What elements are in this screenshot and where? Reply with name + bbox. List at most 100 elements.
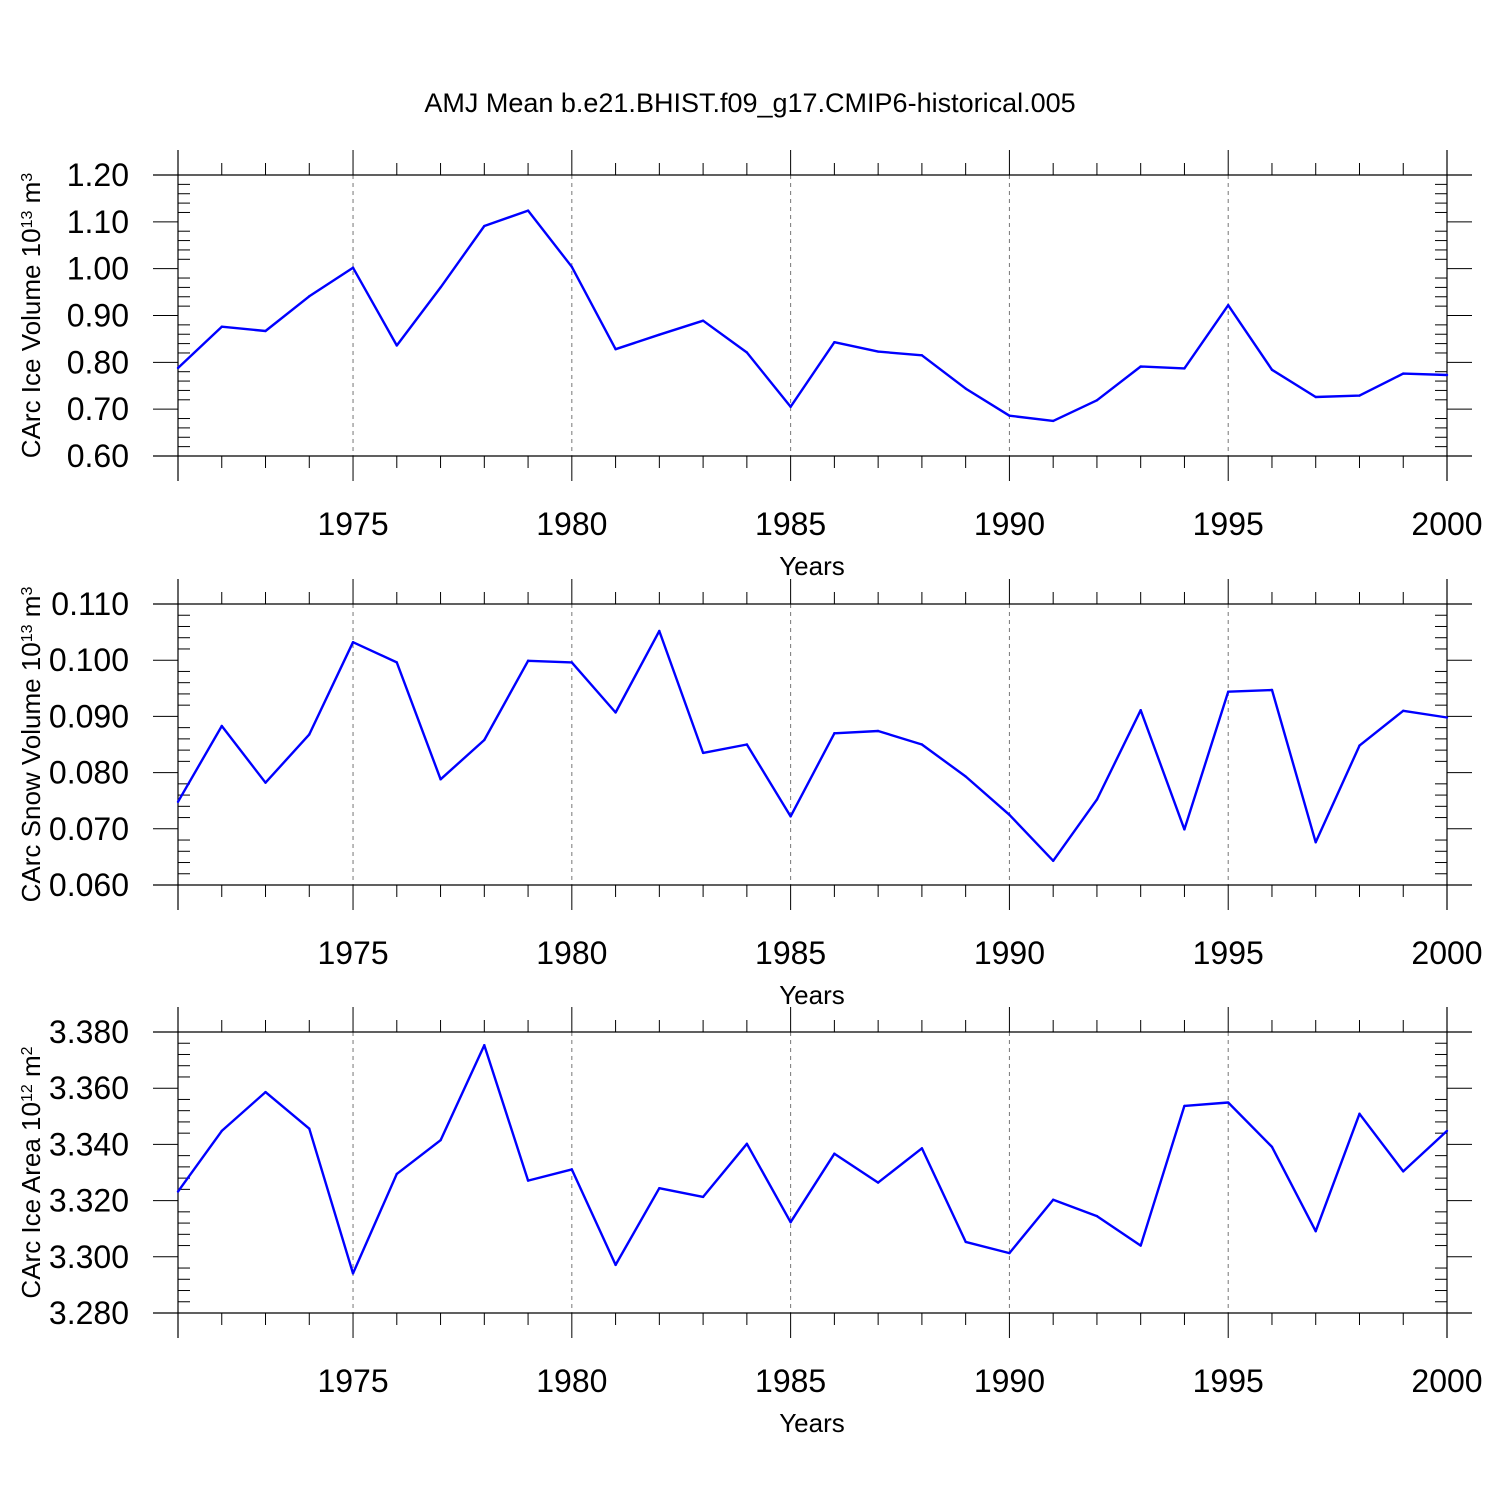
- axis-label-y-text: CArc Ice Area 10: [16, 1102, 46, 1299]
- data-point: [1095, 798, 1099, 801]
- data-point: [745, 743, 749, 746]
- tick-label-y: 3.280: [49, 1295, 129, 1331]
- data-point: [176, 1190, 180, 1193]
- tick-label-y: 3.380: [49, 1014, 129, 1050]
- data-point: [833, 1152, 836, 1155]
- data-point: [1270, 368, 1274, 372]
- data-point: [220, 724, 223, 728]
- data-point: [220, 325, 223, 328]
- data-point: [920, 354, 924, 357]
- tick-label-x: 1995: [1193, 935, 1264, 971]
- axis-label-y-superscript: 13: [19, 624, 36, 642]
- data-point: [1183, 828, 1186, 831]
- data-point: [789, 405, 792, 409]
- axis-label-y: CArc Snow Volume 1013 m3: [16, 587, 46, 903]
- data-point: [1358, 394, 1361, 397]
- data-point: [1445, 373, 1449, 377]
- data-point: [1314, 841, 1317, 844]
- tick-label-y: 1.00: [67, 251, 129, 287]
- data-point: [1008, 1251, 1011, 1255]
- data-point: [614, 711, 617, 714]
- axis-label-y-text: m: [16, 596, 46, 625]
- figure-title: AMJ Mean b.e21.BHIST.f09_g17.CMIP6-histo…: [424, 88, 1075, 118]
- tick-label-y: 3.340: [49, 1126, 129, 1162]
- tick-label-y: 3.360: [49, 1070, 129, 1106]
- axis-label-y-text: m: [16, 1055, 46, 1084]
- data-point: [1139, 709, 1142, 712]
- data-point: [526, 659, 530, 662]
- tick-label-y: 0.110: [51, 586, 129, 622]
- axis-label-y-text: CArc Snow Volume 10: [16, 642, 46, 902]
- data-point: [1445, 716, 1449, 719]
- data-point: [351, 266, 355, 269]
- data-point: [308, 733, 311, 736]
- tick-label-y: 0.70: [67, 391, 129, 427]
- tick-label-x: 1995: [1193, 506, 1264, 542]
- data-point: [964, 387, 967, 390]
- data-point: [833, 340, 836, 344]
- data-point: [1051, 419, 1055, 423]
- data-point: [570, 661, 574, 664]
- data-point: [1095, 399, 1099, 402]
- tick-label-x: 1990: [974, 506, 1045, 542]
- series-line: [177, 1043, 1448, 1275]
- data-point: [1008, 414, 1011, 417]
- panel-3: 3.280 3.300 3.320 3.340 3.360 3.380 1975 1980 19…: [16, 1007, 1483, 1438]
- data-point: [1139, 365, 1142, 368]
- tick-label-x: 1990: [974, 935, 1045, 971]
- data-point: [1402, 372, 1405, 375]
- axis-label-y-superscript: 3: [19, 173, 36, 182]
- panels: 0.60 0.70 0.80 0.90 1.00 1.10 1.20 1975 1980 1985…: [16, 150, 1483, 1438]
- data-point: [570, 1168, 574, 1171]
- data-point: [701, 319, 705, 322]
- axis-label-y-superscript: 2: [19, 1046, 36, 1055]
- tick-label-y: 0.090: [49, 698, 129, 734]
- tick-label-x: 1975: [317, 506, 388, 542]
- tick-label-x: 1985: [755, 506, 826, 542]
- data-point: [1051, 1198, 1055, 1201]
- tick-label-x: 1990: [974, 1363, 1045, 1399]
- data-point: [833, 732, 836, 735]
- tick-label-y: 0.60: [67, 438, 129, 474]
- data-point: [1314, 1230, 1317, 1233]
- data-point: [701, 1195, 705, 1199]
- data-point: [351, 641, 355, 644]
- tick-label-x: 1985: [755, 1363, 826, 1399]
- data-point: [614, 348, 617, 351]
- tick-label-x: 1995: [1193, 1363, 1264, 1399]
- data-point: [1402, 709, 1405, 712]
- data-point: [308, 1127, 311, 1130]
- tick-label-x: 1975: [317, 935, 388, 971]
- data-point: [1314, 395, 1317, 399]
- tick-label-x: 1980: [536, 935, 607, 971]
- data-point: [876, 729, 880, 733]
- axis-label-x: Years: [779, 980, 845, 1010]
- data-point: [1139, 1244, 1142, 1247]
- data-point: [395, 661, 398, 664]
- axis-label-y-superscript: 12: [19, 1084, 36, 1102]
- tick-label-y: 0.080: [49, 755, 129, 791]
- data-point: [526, 1179, 530, 1182]
- series-line: [176, 629, 1448, 862]
- tick-label-y: 0.070: [49, 811, 129, 847]
- data-point: [964, 1240, 967, 1244]
- tick-label-x: 1980: [536, 506, 607, 542]
- data-point: [920, 743, 924, 746]
- data-point: [745, 351, 749, 354]
- axis-label-y: CArc Ice Area 1012 m2: [16, 1046, 46, 1298]
- data-point: [1183, 1104, 1186, 1108]
- data-point: [176, 800, 180, 804]
- axis-label-y-superscript: 3: [19, 587, 36, 596]
- data-point: [526, 209, 530, 212]
- data-point: [701, 751, 705, 755]
- tick-label-x: 1980: [536, 1363, 607, 1399]
- data-point: [920, 1147, 924, 1150]
- data-point: [439, 286, 442, 289]
- data-point: [483, 1044, 486, 1047]
- tick-label-x: 2000: [1411, 506, 1482, 542]
- tick-label-y: 3.300: [49, 1239, 129, 1275]
- data-point: [1227, 1101, 1230, 1104]
- data-point: [351, 1272, 355, 1275]
- data-point: [308, 295, 311, 298]
